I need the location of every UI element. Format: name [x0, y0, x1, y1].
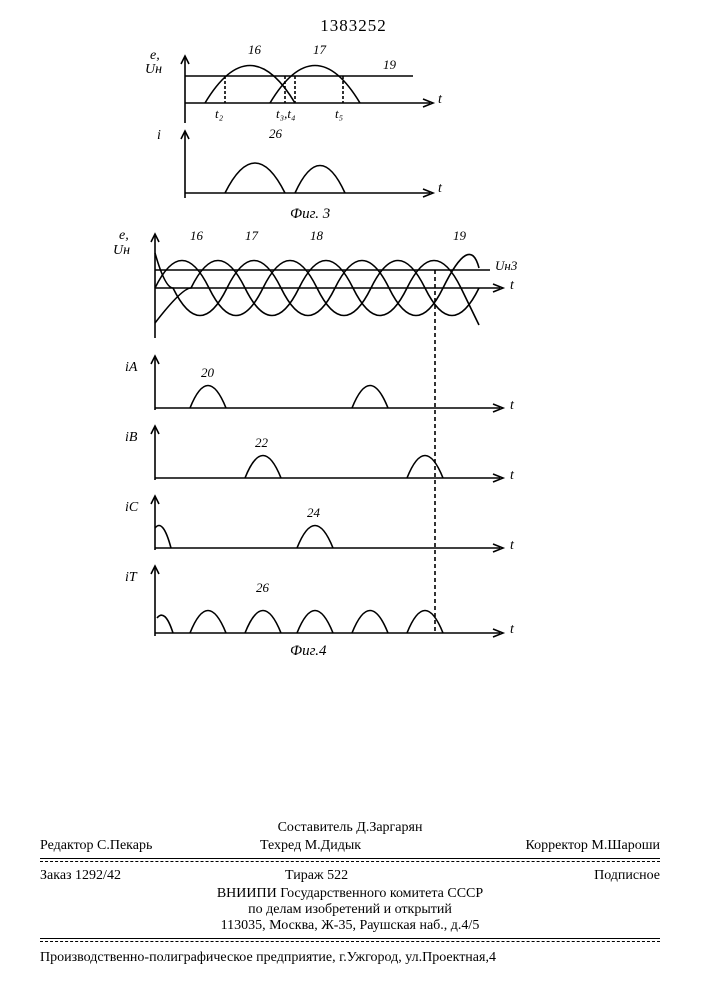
fig3-svg — [165, 48, 485, 228]
fig3-lab-19: 19 — [383, 57, 396, 73]
footer-order: Заказ 1292/42 — [40, 868, 121, 884]
fig3-ylab-i: i — [157, 128, 161, 144]
fig4-t-ib: t — [510, 468, 514, 484]
fig4-lab-24: 24 — [307, 505, 320, 521]
fig4-ylab-it: iT — [125, 570, 137, 586]
fig3-lab-16: 16 — [248, 42, 261, 58]
patent-number: 1383252 — [0, 16, 707, 36]
fig4-lab-19: 19 — [453, 228, 466, 244]
footer-rule-1b — [40, 861, 660, 862]
fig4-ylab-e: e, — [119, 228, 129, 244]
footer-rule-2 — [40, 938, 660, 939]
fig4-lab-22: 22 — [255, 435, 268, 451]
footer-subscr: Подписное — [594, 868, 660, 884]
fig3-t2: t₂ — [215, 106, 223, 122]
fig4-t-ic: t — [510, 538, 514, 554]
fig4-t-ia: t — [510, 398, 514, 414]
fig3-lab-17: 17 — [313, 42, 326, 58]
fig4-caption: Фиг.4 — [290, 643, 326, 660]
fig4-t-it: t — [510, 622, 514, 638]
fig4-lab-20: 20 — [201, 365, 214, 381]
fig4-lab-16: 16 — [190, 228, 203, 244]
fig4-ylab-ia: iA — [125, 360, 137, 376]
fig4-t-top: t — [510, 278, 514, 294]
fig4-ylab-ic: iC — [125, 500, 138, 516]
fig3-t34: t₃,t₄ — [276, 106, 296, 122]
footer-tirazh: Тираж 522 — [285, 868, 348, 884]
fig3-caption: Фиг. 3 — [290, 206, 330, 223]
fig4-svg — [135, 228, 545, 668]
fig3-lab-26: 26 — [269, 126, 282, 142]
fig3-ylab-un: Uн — [145, 62, 162, 78]
footer-addr: 113035, Москва, Ж-35, Раушская наб., д.4… — [40, 918, 660, 934]
footer-org1: ВНИИПИ Государственного комитета СССР — [40, 886, 660, 902]
footer-rule-2b — [40, 941, 660, 942]
fig4-ylab-un: Uн — [113, 243, 130, 259]
footer-editor: Редактор С.Пекарь — [40, 838, 152, 854]
fig3-t-bottom: t — [438, 181, 442, 197]
fig4-ylab-ib: iB — [125, 430, 137, 446]
footer-teched: Техред М.Дидык — [260, 838, 361, 854]
fig4-lab-18: 18 — [310, 228, 323, 244]
fig3-t1: t — [438, 92, 442, 108]
fig3-t5: t₅ — [335, 106, 343, 122]
fig4-lab-17: 17 — [245, 228, 258, 244]
footer-rule-1 — [40, 858, 660, 859]
footer-compiler: Составитель Д.Заргарян — [40, 820, 660, 836]
fig4-lab-26: 26 — [256, 580, 269, 596]
footer-corrector: Корректор М.Шароши — [526, 838, 660, 854]
diagram-area: e, Uн 16 17 19 t t₂ t₃,t₄ t₅ i 26 t Фиг.… — [135, 48, 565, 688]
footer-org2: по делам изобретений и открытий — [40, 902, 660, 918]
footer-press: Производственно-полиграфическое предприя… — [40, 950, 660, 966]
fig4-un3: Uн3 — [495, 258, 517, 274]
